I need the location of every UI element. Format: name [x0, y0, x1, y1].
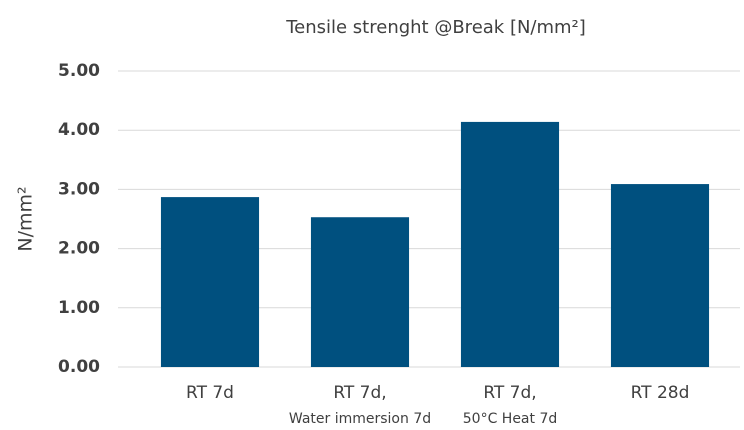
- x-tick-label: RT 28d: [631, 383, 690, 403]
- x-tick-label: RT 7d: [186, 383, 234, 403]
- y-axis-label: N/mm²: [15, 186, 37, 251]
- y-tick-label: 4.00: [58, 120, 100, 140]
- x-tick-label: RT 7d,: [333, 383, 386, 403]
- bar: [160, 197, 260, 367]
- x-tick-label: 50°C Heat 7d: [463, 411, 558, 427]
- x-tick-label: RT 7d,: [483, 383, 536, 403]
- x-tick-label: Water immersion 7d: [289, 411, 431, 427]
- bar: [610, 184, 710, 367]
- y-tick-label: 1.00: [58, 298, 100, 318]
- bar: [460, 121, 560, 367]
- chart-title: Tensile strenght @Break [N/mm²]: [285, 17, 586, 38]
- y-tick-label: 5.00: [58, 61, 100, 81]
- bar: [310, 217, 410, 367]
- y-tick-label: 3.00: [58, 179, 100, 199]
- y-tick-label: 2.00: [58, 239, 100, 259]
- y-tick-label: 0.00: [58, 357, 100, 377]
